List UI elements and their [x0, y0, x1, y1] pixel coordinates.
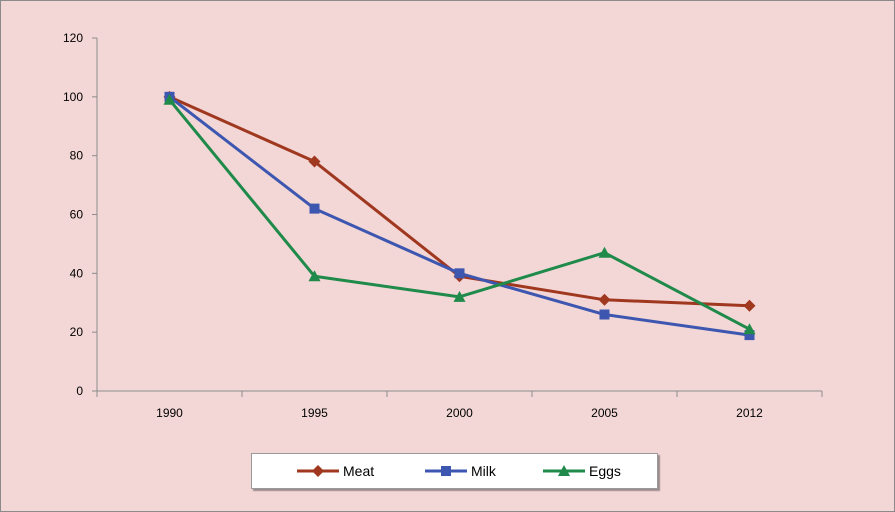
x-tick-label: 2012	[736, 406, 763, 420]
legend-item-milk: Milk	[424, 454, 496, 488]
data-point-eggs	[308, 270, 321, 282]
x-tick-label: 2000	[446, 406, 473, 420]
legend-marker-meat	[312, 465, 324, 477]
legend-marker-milk	[441, 466, 451, 476]
x-tick-label: 1995	[301, 406, 328, 420]
data-point-milk	[454, 268, 465, 279]
y-tick-label: 80	[70, 149, 84, 163]
y-tick-label: 20	[70, 325, 84, 339]
data-point-milk	[744, 330, 755, 341]
data-point-milk	[599, 309, 610, 320]
data-point-eggs	[163, 93, 176, 105]
legend-swatch-meat	[297, 465, 339, 477]
data-point-milk	[309, 203, 320, 214]
series-eggs	[163, 93, 756, 335]
legend-label-meat: Meat	[343, 463, 375, 479]
data-point-eggs	[598, 246, 611, 258]
chart-legend: Meat Milk Eggs	[251, 453, 658, 489]
data-point-meat	[308, 155, 321, 168]
data-point-meat	[743, 299, 756, 312]
data-point-meat	[598, 293, 611, 306]
y-tick-label: 120	[63, 31, 83, 45]
y-tick-label: 60	[70, 208, 84, 222]
legend-item-meat: Meat	[296, 454, 374, 488]
legend-label-eggs: Eggs	[589, 463, 621, 479]
legend-swatch-eggs	[543, 465, 585, 476]
data-point-eggs	[743, 323, 756, 335]
legend-label-milk: Milk	[471, 463, 496, 479]
x-tick-label: 2005	[591, 406, 618, 420]
y-tick-label: 100	[63, 90, 83, 104]
y-tick-label: 0	[76, 384, 83, 398]
legend-item-eggs: Eggs	[542, 454, 621, 488]
legend-swatch-milk	[425, 466, 467, 476]
y-tick-label: 40	[70, 266, 84, 280]
legend-marker-eggs	[558, 465, 570, 476]
x-tick-label: 1990	[156, 406, 183, 420]
data-point-eggs	[453, 290, 466, 302]
